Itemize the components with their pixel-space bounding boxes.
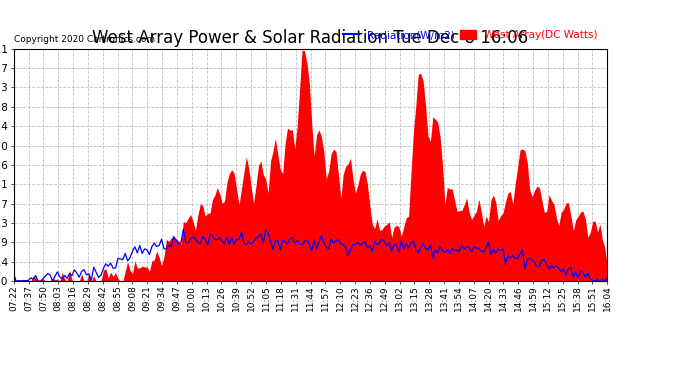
Title: West Array Power & Solar Radiation Tue Dec 8 16:06: West Array Power & Solar Radiation Tue D…	[92, 29, 529, 47]
Legend: Radiation(W/m2), West Array(DC Watts): Radiation(W/m2), West Array(DC Watts)	[339, 26, 602, 44]
Text: Copyright 2020 Cartronics.com: Copyright 2020 Cartronics.com	[14, 35, 155, 44]
